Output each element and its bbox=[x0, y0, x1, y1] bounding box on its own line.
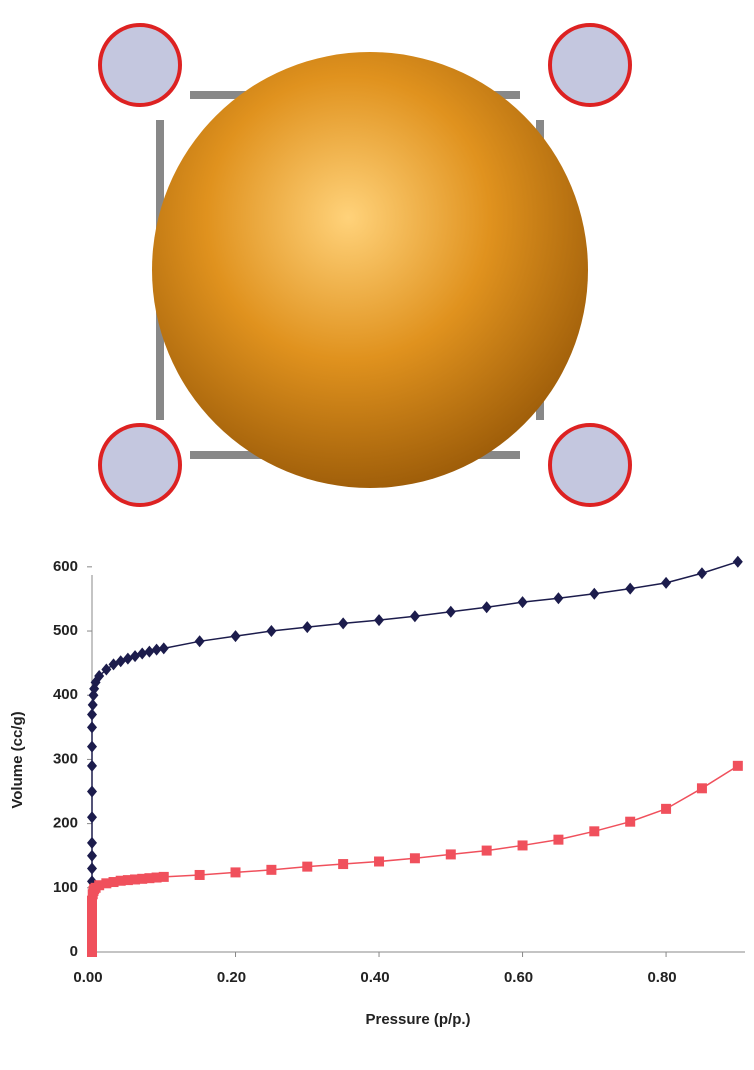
marker bbox=[194, 869, 205, 880]
marker bbox=[87, 785, 97, 798]
marker bbox=[130, 650, 141, 663]
y-axis-label: Volume (cc/g) bbox=[9, 711, 26, 808]
marker bbox=[625, 582, 636, 595]
y-tick-label: 400 bbox=[53, 686, 78, 703]
y-tick-label: 300 bbox=[53, 750, 78, 767]
marker bbox=[445, 849, 456, 860]
marker bbox=[732, 555, 743, 568]
marker bbox=[696, 783, 707, 794]
x-tick-label: 0.40 bbox=[360, 969, 389, 986]
x-tick-label: 0.60 bbox=[504, 969, 533, 986]
marker bbox=[481, 845, 492, 856]
marker bbox=[158, 642, 169, 655]
marker bbox=[87, 698, 98, 711]
marker bbox=[589, 826, 600, 837]
marker bbox=[302, 861, 313, 872]
marker bbox=[87, 862, 97, 875]
marker bbox=[87, 836, 97, 849]
marker bbox=[409, 853, 420, 864]
marker bbox=[266, 864, 277, 875]
marker bbox=[553, 592, 564, 605]
marker bbox=[151, 643, 162, 656]
structure-image bbox=[82, 0, 662, 545]
marker bbox=[589, 587, 600, 600]
x-tick-label: 0.20 bbox=[217, 969, 246, 986]
marker bbox=[661, 803, 672, 814]
marker bbox=[732, 760, 743, 771]
marker bbox=[409, 610, 420, 623]
x-tick-label: 0.80 bbox=[647, 969, 676, 986]
marker bbox=[481, 601, 492, 614]
marker bbox=[553, 834, 564, 845]
marker bbox=[625, 816, 636, 827]
marker bbox=[445, 605, 456, 618]
marker bbox=[338, 617, 349, 630]
y-tick-label: 500 bbox=[53, 622, 78, 639]
marker bbox=[158, 871, 169, 882]
marker bbox=[374, 856, 385, 867]
marker bbox=[87, 721, 97, 734]
marker bbox=[374, 614, 385, 627]
marker bbox=[194, 635, 205, 648]
marker bbox=[137, 647, 148, 660]
marker bbox=[230, 630, 241, 643]
marker bbox=[115, 655, 126, 668]
y-tick-label: 100 bbox=[53, 879, 78, 896]
marker bbox=[87, 811, 97, 824]
marker bbox=[266, 625, 277, 638]
marker bbox=[87, 759, 97, 772]
marker bbox=[338, 859, 349, 870]
marker bbox=[87, 849, 97, 862]
marker bbox=[101, 663, 112, 676]
marker bbox=[696, 567, 707, 580]
marker bbox=[517, 840, 528, 851]
marker bbox=[517, 596, 528, 609]
y-tick-label: 200 bbox=[53, 815, 78, 832]
marker bbox=[144, 645, 155, 658]
marker bbox=[94, 669, 105, 682]
y-tick-label: 600 bbox=[53, 558, 78, 575]
marker bbox=[230, 867, 241, 878]
marker bbox=[87, 708, 97, 721]
x-tick-label: 0.00 bbox=[73, 969, 102, 986]
marker bbox=[122, 652, 133, 665]
marker bbox=[87, 740, 97, 753]
marker bbox=[661, 576, 672, 589]
x-axis-label: Pressure (p/p.) bbox=[365, 1011, 470, 1028]
series-line bbox=[91, 560, 739, 882]
y-tick-label: 0 bbox=[70, 943, 78, 960]
marker bbox=[302, 621, 313, 634]
